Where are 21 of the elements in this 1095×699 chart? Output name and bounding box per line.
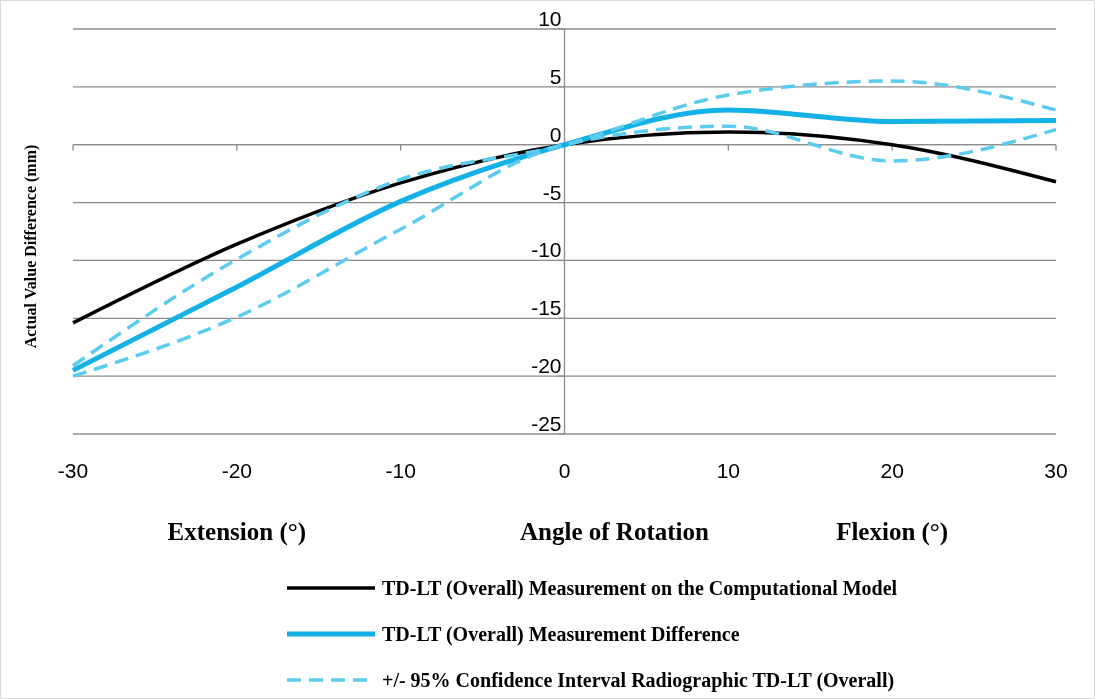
y-axis-title: Actual Value Difference (mm) [22,144,40,349]
x-tick-label: 30 [1044,459,1068,482]
y-tick-label: -15 [531,296,562,320]
x-tick-label: 20 [880,459,904,482]
y-tick-label: -20 [531,354,562,378]
y-tick-label: -25 [531,412,562,435]
x-tick-label: -10 [385,459,416,482]
legend-label: TD-LT (Overall) Measurement Difference [382,623,740,646]
y-tick-label: 0 [549,122,562,146]
text: Flexion (°) [836,518,949,546]
x-tick-label: -20 [221,459,253,482]
text: Extension (°) [167,518,307,546]
y-tick-label: 10 [538,7,562,30]
x-tick-label: -30 [57,459,89,482]
legend-label: +/- 95% Confidence Interval Radiographic TD-LT (Overall) [382,669,895,692]
legend-label: TD-LT (Overall) Measurement on the Computational Model [382,577,898,600]
y-tick-label: -5 [542,180,562,204]
x-axis-title: Angle of Rotation [520,518,710,545]
y-tick-label: 5 [549,64,562,88]
y-tick-label: -10 [531,238,562,262]
x-tick-label: 10 [716,459,741,482]
